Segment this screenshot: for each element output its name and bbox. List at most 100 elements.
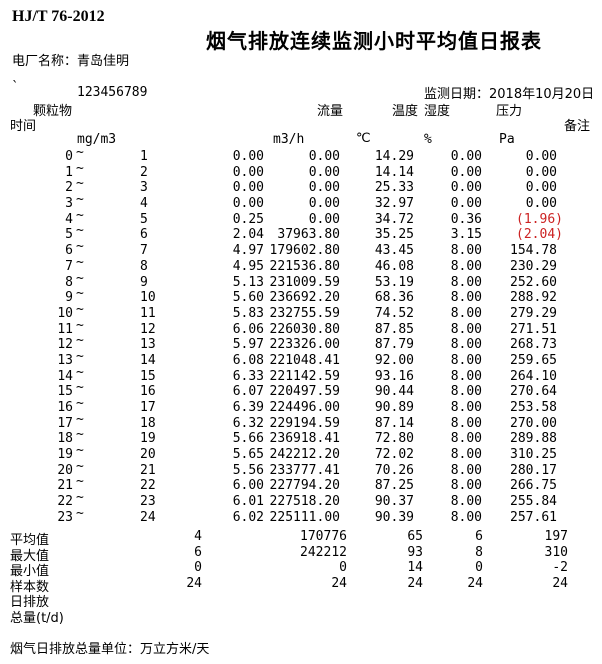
tilde-separator: ~ — [76, 317, 84, 333]
summary-label: 日排放 — [10, 595, 50, 610]
cell-flow: 221536.80 — [269, 258, 340, 274]
cell-pressure: 154.78 — [510, 243, 557, 259]
table-row: 12 ~13 5.97 223326.00 87.79 8.00 268.73 — [0, 333, 602, 353]
cell-humidity: 8.00 — [450, 384, 482, 400]
cell-hour-end: 18 — [140, 415, 156, 431]
cell-humidity: 8.00 — [450, 321, 482, 337]
table-row: 20 ~21 5.56 233777.41 70.26 8.00 280.17 — [0, 459, 602, 479]
cell-temperature: 53.19 — [374, 274, 414, 290]
cell-hour-start: 14 — [57, 368, 73, 384]
cell-particulate: 5.97 — [232, 337, 264, 353]
cell-particulate: 0.00 — [232, 180, 264, 196]
cell-hour-end: 16 — [140, 384, 156, 400]
cell-pressure: 271.51 — [510, 321, 557, 337]
cell-temperature: 14.14 — [374, 164, 414, 180]
cell-flow: 221048.41 — [269, 352, 340, 368]
table-row: 9 ~10 5.60 236692.20 68.36 8.00 288.92 — [0, 286, 602, 306]
table-row: 0 ~1 0.00 0.00 14.29 0.00 0.00 — [0, 145, 602, 165]
cell-pressure: 310 — [544, 544, 568, 560]
cell-particulate: 5.13 — [232, 274, 264, 290]
cell-flow: 224496.00 — [269, 400, 340, 415]
cell-particulate: 0.00 — [232, 149, 264, 164]
summary-row: 平均值 4 170776 65 6 197 — [0, 529, 602, 548]
cell-hour-end: 24 — [140, 509, 156, 525]
header-remark: 备注 — [564, 119, 591, 134]
cell-humidity: 0.36 — [450, 211, 482, 227]
cell-hour-end: 4 — [140, 196, 148, 212]
cell-pressure: 255.84 — [510, 494, 557, 510]
summary-row: 总量(t/d) — [0, 607, 602, 626]
cell-pressure: -2 — [552, 560, 568, 575]
cell-hour-end: 6 — [140, 227, 148, 243]
cell-temperature: 14 — [407, 560, 423, 575]
summary-row: 最大值 6 242212 93 8 310 — [0, 544, 602, 564]
summary-label: 最小值 — [10, 564, 50, 579]
cell-temperature: 87.79 — [374, 337, 414, 353]
cell-hour-end: 15 — [140, 368, 156, 384]
cell-temperature: 34.72 — [374, 211, 414, 227]
summary-rows: 平均值 4 170776 65 6 197 最大值 6 242212 93 8 310 最小值 0 0 14 0… — [0, 529, 602, 626]
cell-particulate: 0.00 — [232, 164, 264, 180]
cell-flow: 179602.80 — [269, 243, 340, 259]
cell-hour-start: 17 — [57, 415, 73, 431]
cell-hour-start: 12 — [57, 337, 73, 353]
cell-pressure: 257.61 — [510, 509, 557, 525]
cell-hour-start: 11 — [57, 321, 73, 337]
cell-flow: 236692.20 — [269, 290, 340, 306]
table-row: 14 ~15 6.33 221142.59 93.16 8.00 264.10 — [0, 365, 602, 385]
cell-flow: 233777.41 — [269, 462, 340, 478]
table-row: 21 ~22 6.00 227794.20 87.25 8.00 266.75 — [0, 474, 602, 494]
tilde-separator: ~ — [76, 301, 84, 317]
cell-pressure: 266.75 — [510, 478, 557, 494]
tilde-separator: ~ — [76, 286, 84, 302]
cell-temperature: 14.29 — [374, 149, 414, 164]
cell-hour-start: 18 — [57, 431, 73, 447]
cell-hour-start: 4 — [65, 211, 73, 227]
header-humidity: 湿度 — [424, 104, 451, 119]
table-row: 10 ~11 5.83 232755.59 74.52 8.00 279.29 — [0, 302, 602, 322]
cell-pressure: 253.58 — [510, 400, 557, 415]
cell-temperature: 43.45 — [374, 243, 414, 259]
cell-humidity: 8.00 — [450, 494, 482, 510]
cell-humidity: 0.00 — [450, 180, 482, 196]
summary-label: 平均值 — [10, 533, 50, 548]
table-row: 1 ~2 0.00 0.00 14.14 0.00 0.00 — [0, 161, 602, 181]
cell-hour-start: 0 — [65, 149, 73, 164]
cell-pressure: (1.96) — [516, 211, 563, 227]
hourly-rows: 0 ~1 0.00 0.00 14.29 0.00 0.00 1 ~2 0.00 0.00 14.14… — [0, 145, 602, 526]
table-row: 23 ~24 6.02 225111.00 90.39 8.00 257.61 — [0, 506, 602, 526]
cell-flow: 229194.59 — [269, 415, 340, 431]
cell-particulate: 6.39 — [232, 400, 264, 415]
cell-hour-end: 10 — [140, 290, 156, 306]
cell-pressure: 288.92 — [510, 290, 557, 306]
table-row: 6 ~7 4.97 179602.80 43.45 8.00 154.78 — [0, 239, 602, 259]
cell-hour-start: 23 — [57, 509, 73, 525]
cell-temperature: 87.14 — [374, 415, 414, 431]
unit-flow: m3/h — [273, 132, 305, 147]
cell-humidity: 8.00 — [450, 368, 482, 384]
cell-particulate: 24 — [186, 575, 202, 591]
cell-temperature: 68.36 — [374, 290, 414, 306]
table-row: 7 ~8 4.95 221536.80 46.08 8.00 230.29 — [0, 255, 602, 275]
cell-particulate: 5.56 — [232, 462, 264, 478]
footer-note: 烟气日排放总量单位：万立方米/天 — [10, 642, 210, 657]
tilde-separator: ~ — [76, 160, 84, 176]
summary-row: 最小值 0 0 14 0 -2 — [0, 560, 602, 579]
plant-name: 电厂名称：青岛佳明 — [12, 54, 130, 69]
tilde-separator: ~ — [76, 458, 84, 474]
cell-pressure: 0.00 — [525, 196, 557, 212]
cell-hour-end: 8 — [140, 258, 148, 274]
tilde-separator: ~ — [76, 505, 84, 521]
cell-temperature: 90.39 — [374, 509, 414, 525]
cell-pressure: 24 — [552, 575, 568, 591]
summary-label: 最大值 — [10, 548, 50, 564]
cell-pressure: 0.00 — [525, 164, 557, 180]
cell-hour-start: 22 — [57, 494, 73, 510]
cell-hour-start: 16 — [57, 400, 73, 415]
cell-humidity: 8.00 — [450, 478, 482, 494]
table-row: 22 ~23 6.01 227518.20 90.37 8.00 255.84 — [0, 490, 602, 510]
serial-number: 123456789 — [77, 85, 148, 100]
cell-flow: 0 — [339, 560, 347, 575]
cell-flow: 236918.41 — [269, 431, 340, 447]
cell-humidity: 0 — [475, 560, 483, 575]
